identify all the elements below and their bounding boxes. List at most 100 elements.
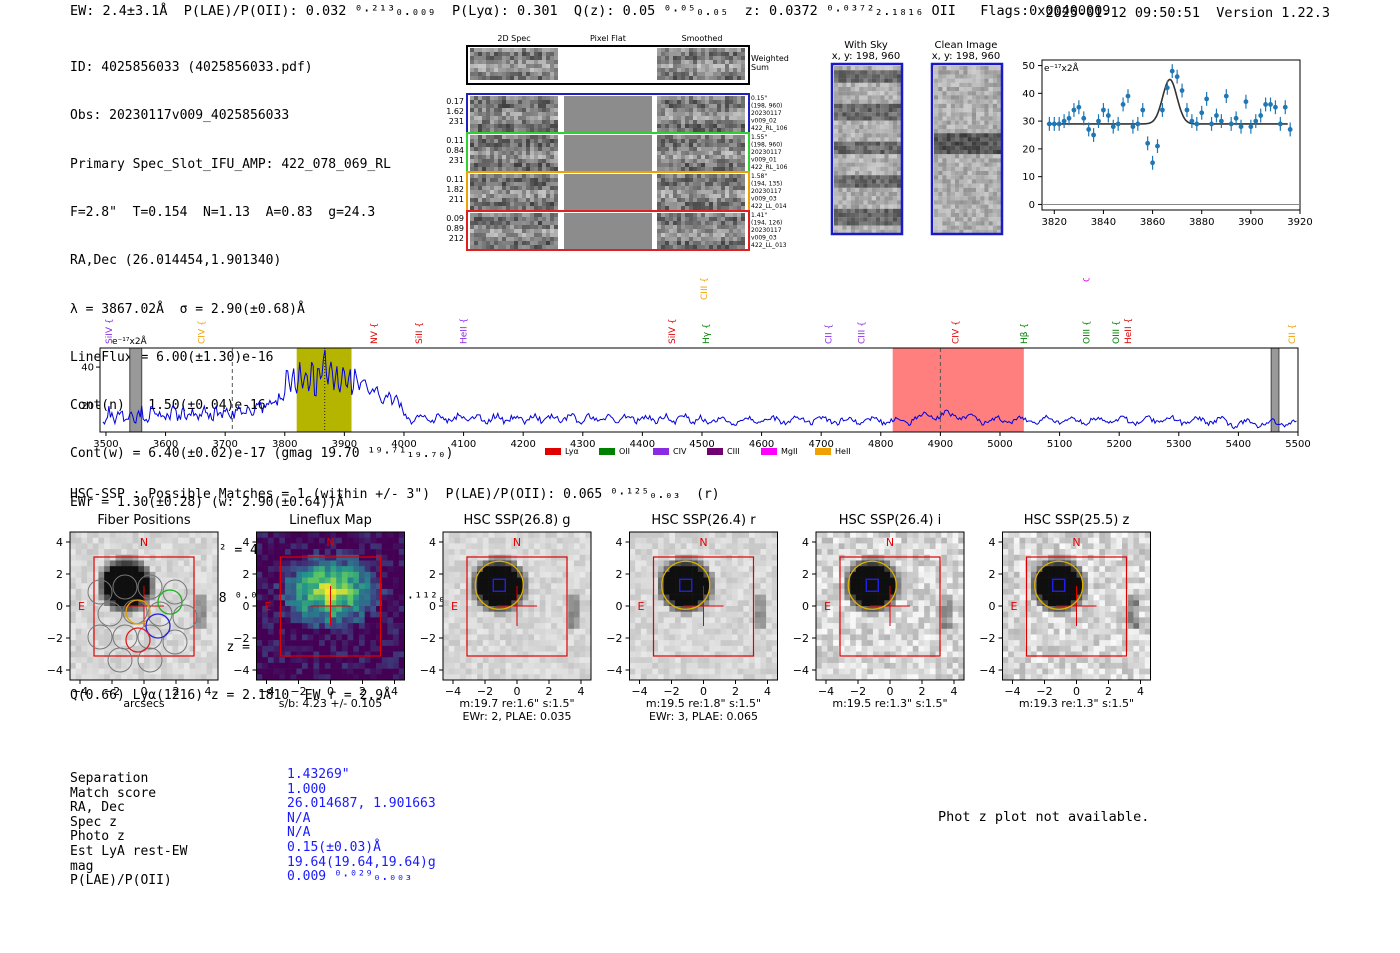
sky-pixel [884, 66, 889, 71]
image-pixel [364, 634, 371, 641]
sky-pixel [867, 179, 872, 184]
cutout-pixel [717, 139, 721, 143]
cutout-pixel [510, 167, 514, 171]
cutout-pixel [470, 198, 474, 202]
cutout-pixel [482, 233, 486, 237]
fiber-circle [87, 579, 113, 605]
sky-pixel [888, 196, 893, 201]
cutout-pixel [514, 190, 518, 194]
image-pixel [302, 554, 309, 561]
image-pixel [212, 623, 219, 630]
image-pixel [387, 634, 394, 641]
image-pixel [138, 560, 145, 567]
image-pixel [195, 623, 202, 630]
cutout-pixel [701, 202, 705, 206]
image-pixel [307, 606, 314, 612]
cutout-pixel [546, 116, 550, 120]
sky-pixel [897, 171, 902, 176]
cutout-pixel [526, 241, 530, 245]
image-pixel [155, 566, 162, 573]
cutout-pixel [661, 108, 665, 112]
sky-pixel [992, 99, 998, 104]
cutout-pixel [681, 143, 685, 147]
sky-pixel [842, 87, 847, 92]
sky-pixel [855, 171, 860, 176]
cutout-pixel [697, 147, 701, 151]
cutout-pixel [733, 52, 737, 56]
image-pixel [87, 645, 94, 652]
image-pixel [302, 600, 309, 607]
cutout-pixel [506, 104, 510, 108]
image-pixel [313, 543, 320, 550]
sky-pixel [863, 145, 868, 151]
sky-pixel [876, 229, 881, 235]
cutout-pixel [709, 135, 713, 139]
x-tick-label: 3900 [1238, 217, 1263, 228]
sky-pixel [867, 99, 872, 104]
sky-pixel [959, 229, 964, 235]
cutout-pixel [550, 60, 554, 64]
cutout-pixel [717, 174, 721, 178]
sky-pixel [846, 196, 851, 201]
sky-pixel [938, 213, 943, 218]
cutout-pixel [709, 190, 713, 194]
cutout-pixel [482, 108, 486, 112]
image-pixel [98, 657, 105, 664]
cutout-pixel [705, 155, 709, 159]
image-pixel [200, 611, 207, 618]
cutout-pixel [514, 143, 518, 147]
image-pixel [393, 549, 400, 556]
cutout-pixel [725, 143, 729, 147]
fiber-circle [137, 574, 163, 600]
cutout-pixel [550, 229, 554, 233]
cutout-pixel [693, 178, 697, 182]
cutout-pixel [550, 128, 554, 132]
cutout-pixel [490, 225, 494, 229]
cutout-pixel [705, 72, 709, 76]
cutout-pixel [673, 72, 677, 76]
sky-pixel [867, 87, 872, 92]
sky-pixel [888, 179, 893, 184]
sky-pixel [976, 70, 981, 75]
image-pixel [87, 577, 94, 584]
sky-pixel [871, 150, 877, 155]
cutout-pixel [546, 100, 550, 104]
image-pixel [126, 537, 133, 544]
x-tick-label: 4500 [689, 439, 714, 450]
cutout-pixel [681, 233, 685, 237]
cutout-pixel [741, 64, 745, 68]
image-pixel [149, 583, 156, 590]
image-pixel [200, 566, 207, 573]
cutout-pixel [522, 116, 526, 120]
cutout-pixel [733, 100, 737, 104]
image-pixel [115, 554, 122, 561]
sky-pixel [863, 183, 868, 188]
image-pixel [109, 600, 116, 607]
image-pixel [443, 560, 449, 567]
image-pixel [144, 560, 150, 567]
sky-pixel [855, 78, 860, 83]
image-pixel [319, 560, 326, 567]
cutout-pixel [737, 202, 741, 206]
cutout-pixel [701, 217, 705, 221]
image-pixel [387, 651, 394, 658]
image-pixel [70, 640, 76, 647]
image-pixel [313, 600, 320, 607]
cutout-pixel [737, 237, 741, 241]
image-pixel [206, 543, 213, 550]
sky-pixel [955, 217, 960, 222]
image-pixel [284, 634, 291, 641]
sky-pixel [897, 192, 902, 197]
cutout-pixel [677, 167, 681, 171]
sky-pixel [942, 166, 947, 172]
sky-pixel [884, 91, 889, 96]
sky-pixel [988, 87, 993, 92]
cutout-pixel [494, 233, 498, 237]
sky-pixel [838, 229, 843, 235]
cutout-pixel [697, 163, 701, 167]
sky-pixel [938, 217, 943, 222]
sky-pixel [834, 74, 839, 79]
cutout-pixel [514, 139, 518, 143]
cutout-pixel [729, 147, 733, 151]
